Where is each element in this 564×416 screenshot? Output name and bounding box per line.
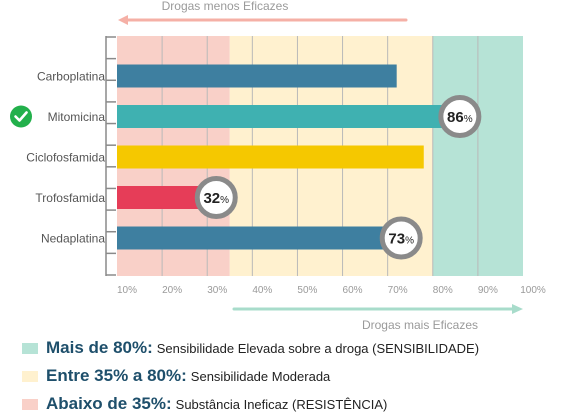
legend-swatch-moderate xyxy=(22,370,38,382)
legend-swatch-high xyxy=(22,342,38,354)
arrows-layer: Drogas menos Eficazes Drogas mais Eficaze… xyxy=(118,0,523,332)
legend-item-low: Abaixo de 35%: Substância Ineficaz (RESI… xyxy=(22,392,562,416)
value-label-4: 73% xyxy=(388,231,414,248)
badges-layer: 86% 32% 73% xyxy=(194,95,482,260)
check-mark-icon xyxy=(14,111,28,122)
x-tick-label-3: 40% xyxy=(252,285,272,296)
x-tick-label-0: 10% xyxy=(117,285,137,296)
x-tick-label-6: 70% xyxy=(388,285,408,296)
value-badge-4 xyxy=(379,216,423,260)
check-circle-icon xyxy=(10,105,32,128)
legend-desc-high: Sensibilidade Elevada sobre a droga (SEN… xyxy=(156,340,480,356)
legend-range-low: Abaixo de 35%: xyxy=(46,394,172,413)
value-label-1: 86% xyxy=(447,109,473,126)
x-tick-label-8: 90% xyxy=(478,285,498,296)
value-label-3: 32% xyxy=(203,190,229,207)
category-label-0: Carboplatina xyxy=(37,70,105,84)
x-tick-label-5: 60% xyxy=(343,285,363,296)
top-arrow-head xyxy=(118,15,128,25)
legend-range-high: Mais de 80%: xyxy=(46,338,153,357)
legend-item-moderate: Entre 35% a 80%: Sensibilidade Moderada xyxy=(22,364,562,388)
bottom-arrow-label: Drogas mais Eficazes xyxy=(362,318,478,332)
top-arrow-label: Drogas menos Eficazes xyxy=(162,0,289,13)
bar-3 xyxy=(117,186,217,209)
x-tick-label-4: 50% xyxy=(297,285,317,296)
legend-item-high: Mais de 80%: Sensibilidade Elevada sobre… xyxy=(22,336,562,360)
bar-1 xyxy=(117,105,460,128)
labels-layer: 10% 20% 30% 40% 50% 60% 70% 80% 90% 100% Carboplat… xyxy=(10,70,546,296)
axis-layer xyxy=(105,36,116,276)
value-badge-3 xyxy=(194,176,238,219)
category-label-1: Mitomicina xyxy=(48,110,106,124)
x-tick-label-2: 30% xyxy=(207,285,227,296)
x-tick-label-7: 80% xyxy=(433,285,453,296)
x-tick-label-9: 100% xyxy=(520,285,546,296)
category-label-3: Trofosfamida xyxy=(35,191,105,205)
category-label-4: Nedaplatina xyxy=(41,232,105,246)
bottom-arrow-head xyxy=(512,304,523,314)
legend-swatch-low xyxy=(22,398,38,410)
bar-4 xyxy=(117,226,402,250)
bar-2 xyxy=(117,145,424,169)
bars-layer xyxy=(117,64,460,250)
category-label-2: Ciclofosfamida xyxy=(26,151,105,165)
legend-desc-low: Substância Ineficaz (RESISTÊNCIA) xyxy=(175,396,388,412)
x-tick-label-1: 20% xyxy=(162,285,182,296)
bar-0 xyxy=(117,64,397,88)
legend-range-moderate: Entre 35% a 80%: xyxy=(46,366,187,385)
value-badge-1 xyxy=(438,95,482,138)
legend-desc-moderate: Sensibilidade Moderada xyxy=(190,368,331,384)
